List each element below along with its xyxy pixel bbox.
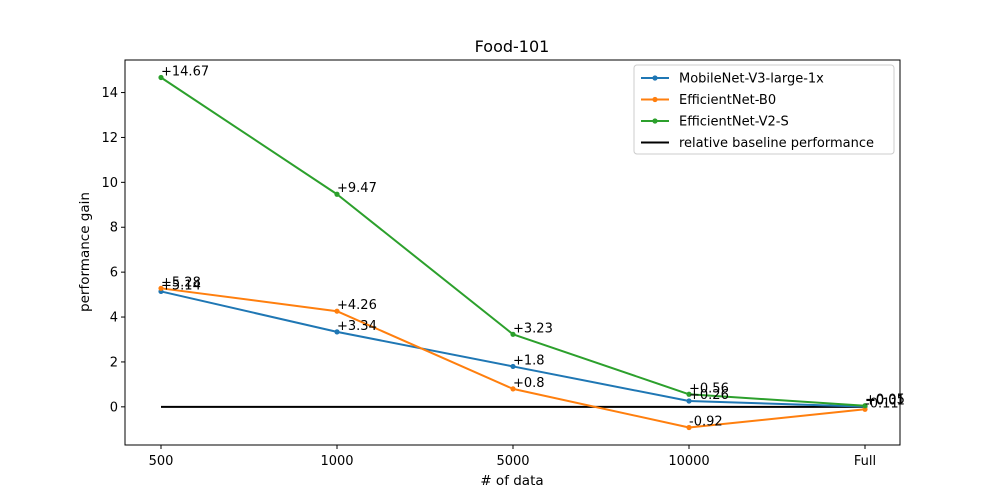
y-tick-label: 6	[110, 266, 118, 281]
legend-label: relative baseline performance	[679, 136, 874, 151]
data-point	[510, 363, 516, 370]
data-label: +0.26	[689, 388, 729, 403]
legend-marker	[652, 96, 658, 103]
legend-box	[633, 64, 895, 155]
data-label: +3.34	[337, 319, 377, 334]
data-point	[334, 191, 340, 197]
legend-marker	[652, 118, 658, 124]
legend-label: MobileNet-V3-large-1x	[679, 72, 824, 87]
legend-marker	[652, 75, 658, 81]
data-label: +14.67	[161, 65, 209, 80]
data-label: +0.05	[865, 393, 905, 408]
data-point	[510, 331, 516, 337]
legend-label: EfficientNet-V2-S	[679, 115, 789, 130]
y-tick-label: 10	[101, 176, 118, 191]
data-label: +0.8	[513, 376, 545, 391]
x-tick-label: 500	[149, 454, 174, 469]
data-point	[510, 386, 516, 392]
data-label: -0.92	[689, 414, 723, 429]
data-point	[686, 391, 692, 397]
plot-area: +5.14 +3.34 +1.8 +0.26 +0.01 +5.28 +4.26 +0.8 -0…	[158, 65, 905, 431]
y-tick-label: 14	[101, 86, 118, 101]
x-tick-label: Full	[854, 454, 876, 469]
x-tick-label: 1000	[320, 454, 353, 469]
data-point	[686, 424, 692, 431]
y-tick-label: 8	[110, 221, 118, 236]
data-point	[862, 406, 868, 412]
data-label: +1.8	[513, 353, 545, 368]
x-axis-label: # of data	[480, 473, 543, 489]
chart-title: Food-101	[475, 37, 550, 56]
data-point	[158, 285, 164, 291]
x-axis: 500 1000 5000 10000 Full	[149, 445, 876, 469]
data-label: +5.28	[161, 275, 201, 290]
data-label: +0.56	[689, 381, 729, 396]
legend: MobileNet-V3-large-1x EfficientNet-B0 Effi…	[633, 64, 895, 155]
data-point	[862, 403, 868, 409]
x-tick-label: 5000	[496, 454, 529, 469]
y-tick-label: 4	[110, 311, 118, 326]
data-label: +0.01	[865, 394, 905, 409]
legend-label: EfficientNet-B0	[679, 93, 776, 108]
x-tick-label: 10000	[668, 454, 709, 469]
y-axis: 0 2 4 6 8 10 12 14	[101, 86, 125, 415]
y-tick-label: 12	[101, 131, 118, 146]
y-axis-label: performance gain	[77, 192, 93, 312]
data-label: +3.23	[513, 321, 553, 336]
data-label: +5.14	[161, 278, 201, 293]
data-label: +9.47	[337, 181, 377, 196]
data-point	[686, 398, 692, 404]
data-point	[334, 329, 340, 335]
y-tick-label: 2	[110, 355, 118, 370]
data-point	[334, 308, 340, 314]
data-label: -0.11	[865, 396, 899, 411]
data-point	[158, 74, 164, 81]
y-tick-label: 0	[110, 400, 118, 415]
data-label: +4.26	[337, 298, 377, 313]
